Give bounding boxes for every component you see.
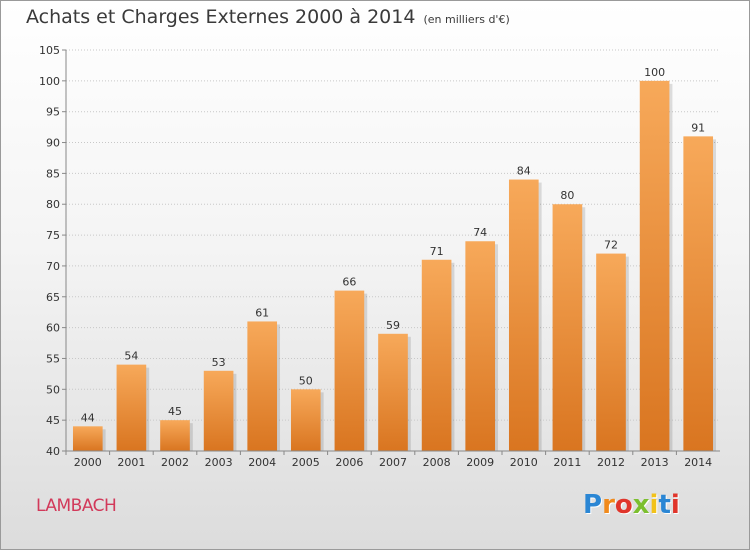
bar-value-label: 61 <box>255 306 269 319</box>
bar <box>203 370 234 451</box>
x-tick-label: 2012 <box>597 456 625 469</box>
y-tick-label: 95 <box>46 106 60 119</box>
x-tick-label: 2002 <box>161 456 189 469</box>
x-tick-label: 2009 <box>466 456 494 469</box>
x-tick-label: 2000 <box>74 456 102 469</box>
bar-value-label: 44 <box>81 411 95 424</box>
logo-letter: t <box>658 490 671 520</box>
bar-value-label: 50 <box>299 374 313 387</box>
bar <box>378 333 408 451</box>
place-name: LAMBACH <box>36 496 117 516</box>
bar <box>683 136 714 451</box>
axis-layer: 40 45 50 55 60 65 70 75 80 85 90 95 100 105 2000 2001 20… <box>39 44 720 469</box>
x-tick-label: 2011 <box>553 456 581 469</box>
bar <box>290 389 321 451</box>
logo-letter: x <box>632 490 650 520</box>
bar-value-label: 59 <box>386 319 400 332</box>
y-tick-label: 100 <box>39 75 60 88</box>
bar <box>160 420 190 451</box>
bar-value-label: 84 <box>517 165 531 178</box>
x-tick-label: 2001 <box>117 456 145 469</box>
x-tick-label: 2008 <box>423 456 451 469</box>
x-tick-label: 2010 <box>510 456 538 469</box>
bar-value-label: 66 <box>342 276 356 289</box>
logo-letter: o <box>614 490 633 520</box>
bar-value-label: 54 <box>124 350 138 363</box>
y-tick-label: 80 <box>46 198 60 211</box>
bar <box>508 179 539 452</box>
bar <box>421 259 452 451</box>
x-tick-label: 2003 <box>205 456 233 469</box>
logo-letter: r <box>602 490 615 520</box>
bar-value-label: 100 <box>644 66 665 79</box>
bar <box>72 426 103 451</box>
bar <box>247 321 278 451</box>
bar <box>465 241 496 451</box>
x-tick-label: 2005 <box>292 456 320 469</box>
label-layer: 44 54 45 53 61 50 66 59 71 74 84 80 72 100 91 <box>81 66 705 424</box>
bar-value-label: 80 <box>560 189 574 202</box>
bar <box>596 253 626 451</box>
bar <box>116 364 147 451</box>
bar-value-label: 71 <box>430 245 444 258</box>
y-tick-label: 105 <box>39 44 60 57</box>
bar <box>552 204 583 451</box>
proxiti-logo: Proxiti <box>583 490 680 520</box>
bar-value-label: 74 <box>473 226 487 239</box>
bar <box>334 290 365 451</box>
chart-unit: (en milliers d'€) <box>423 13 510 26</box>
y-tick-label: 45 <box>46 414 60 427</box>
bar-value-label: 45 <box>168 405 182 418</box>
x-tick-label: 2004 <box>248 456 276 469</box>
y-tick-label: 65 <box>46 291 60 304</box>
y-tick-label: 75 <box>46 229 60 242</box>
logo-letter: P <box>583 490 603 520</box>
x-tick-label: 2013 <box>641 456 669 469</box>
y-tick-label: 60 <box>46 322 60 335</box>
x-tick-label: 2014 <box>684 456 712 469</box>
chart-title-text: Achats et Charges Externes 2000 à 2014 <box>26 6 416 28</box>
y-tick-label: 50 <box>46 383 60 396</box>
y-tick-label: 90 <box>46 137 60 150</box>
bar-value-label: 91 <box>691 121 705 134</box>
bar-value-label: 53 <box>212 356 226 369</box>
logo-letter: i <box>649 490 659 520</box>
y-tick-label: 70 <box>46 260 60 273</box>
y-tick-label: 85 <box>46 167 60 180</box>
y-tick-label: 40 <box>46 445 60 458</box>
x-tick-label: 2006 <box>335 456 363 469</box>
bar-layer <box>72 80 717 452</box>
chart-title: Achats et Charges Externes 2000 à 2014 (e… <box>26 6 510 28</box>
y-tick-label: 55 <box>46 352 60 365</box>
logo-letter: i <box>670 490 680 520</box>
bar-value-label: 72 <box>604 239 618 252</box>
bar <box>639 80 670 451</box>
x-tick-label: 2007 <box>379 456 407 469</box>
